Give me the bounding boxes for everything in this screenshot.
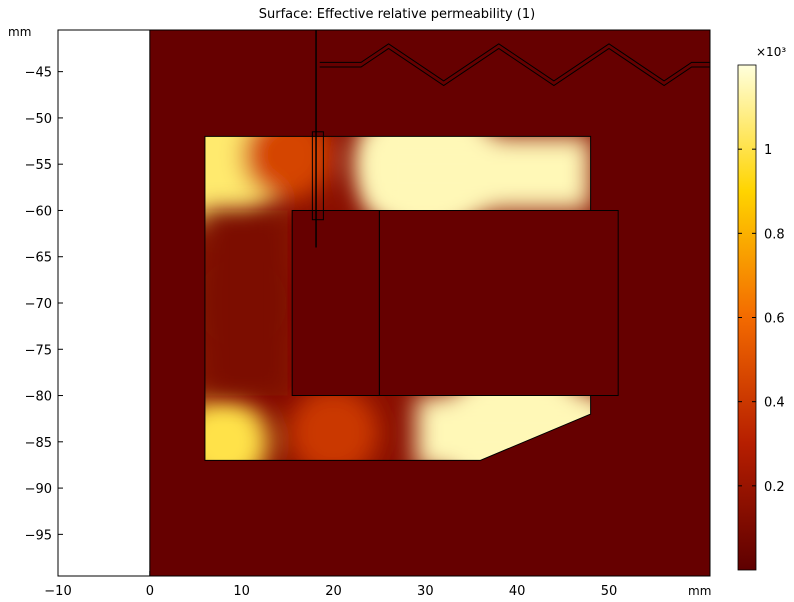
y-tick-label: −75 (25, 343, 52, 358)
colorbar-multiplier: ×10³ (756, 45, 786, 59)
x-tick-label: 20 (325, 584, 342, 599)
x-tick-label: 30 (417, 584, 434, 599)
colorbar: ×10³ 0.2 0.4 0.6 0.8 1 (737, 45, 786, 571)
y-tick-label: −55 (25, 158, 52, 173)
coil-wire (311, 30, 710, 248)
wire-zigzag (319, 47, 710, 87)
y-tick-label: −45 (25, 66, 52, 81)
domain-outlines (149, 30, 619, 576)
coil-block-outline (291, 209, 380, 397)
chart-title: Surface: Effective relative permeability… (259, 7, 535, 22)
field-sample-blob (242, 136, 333, 200)
colorbar-tick-label: 1 (764, 143, 772, 158)
y-tick-label: −95 (25, 528, 52, 543)
x-axis-unit: mm (688, 584, 711, 598)
y-tick-label: −50 (25, 112, 52, 127)
x-tick-label: −10 (44, 584, 71, 599)
field-sample-blob (204, 396, 269, 461)
y-tick-label: −65 (25, 251, 52, 266)
wire-zigzag (319, 43, 710, 82)
field-sample-blob (204, 136, 294, 225)
core-outline (204, 135, 592, 461)
core-left-limb-field (204, 210, 288, 396)
coil-block-outline (378, 209, 619, 397)
y-tick-label: −85 (25, 436, 52, 451)
y-axis-unit: mm (8, 25, 31, 39)
x-tick-label: 10 (233, 584, 250, 599)
field-sample-blob (288, 387, 379, 461)
x-tick-label: 50 (601, 584, 618, 599)
wire-slot (311, 131, 324, 221)
colorbar-tick-label: 0.4 (764, 396, 785, 411)
y-tick-label: −80 (25, 390, 52, 405)
colorbar-tick-label: 0.6 (764, 312, 785, 327)
colorbar-tick-label: 0.2 (764, 480, 785, 495)
axes: −10 0 10 20 30 40 50 −45 −50 −55 −60 −65 −70 −75 −80 −8… (25, 66, 618, 599)
colorbar-tick-label: 0.8 (764, 227, 785, 242)
x-tick-label: 40 (509, 584, 526, 599)
x-tick-label: 0 (146, 584, 154, 599)
y-tick-label: −60 (25, 204, 52, 219)
y-tick-label: −90 (25, 482, 52, 497)
y-tick-label: −70 (25, 297, 52, 312)
core-top-limb-field (370, 136, 591, 211)
axes-frame (57, 29, 711, 577)
